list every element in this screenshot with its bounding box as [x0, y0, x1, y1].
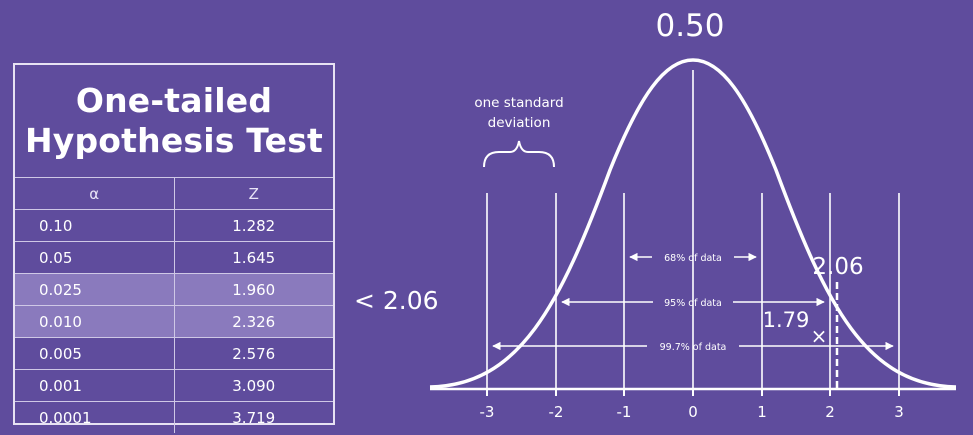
z-table: α Z 0.10 1.282 0.05 1.645 0.025 1.960 0.010… [15, 177, 333, 433]
tick-label: 3 [894, 403, 904, 421]
span-95-label: 95% of data [664, 298, 722, 309]
table-row: 0.005 2.576 [15, 337, 333, 370]
alpha-cell: 0.10 [15, 209, 175, 242]
comparison-label: < 2.06 [354, 286, 439, 315]
z-cell: 2.326 [174, 305, 333, 338]
table-row: 0.010 2.326 [15, 305, 333, 338]
alpha-cell: 0.05 [15, 241, 175, 274]
tick-label: -2 [549, 403, 564, 421]
z-cell: 3.090 [174, 369, 333, 402]
table-row: 0.05 1.645 [15, 241, 333, 274]
table-row: 0.10 1.282 [15, 209, 333, 242]
sd-brace [483, 140, 555, 168]
observed-value-label: 1.79 [763, 308, 810, 332]
z-column-header: Z [174, 177, 333, 210]
alpha-cell: 0.005 [15, 337, 175, 370]
table-header-row: α Z [15, 177, 333, 210]
sd-label-line2: deviation [488, 115, 551, 131]
alpha-cell: 0.025 [15, 273, 175, 306]
sd-lines [486, 70, 900, 388]
x-axis-ticks [486, 389, 900, 396]
z-cell: 1.960 [174, 273, 333, 306]
critical-value-label: 2.06 [812, 254, 863, 280]
z-cell: 1.282 [174, 209, 333, 242]
tick-label: -1 [617, 403, 632, 421]
sd-label-line1: one standard [474, 95, 563, 111]
table-title-line2: Hypothesis Test [24, 121, 324, 160]
table-row: 0.025 1.960 [15, 273, 333, 306]
table-row: 0.0001 3.719 [15, 401, 333, 433]
tick-label: 0 [688, 403, 698, 421]
tick-label: 2 [825, 403, 835, 421]
peak-label: 0.50 [655, 8, 724, 44]
z-table-panel: One-tailed Hypothesis Test α Z 0.10 1.282… [13, 63, 335, 433]
tick-label: -3 [480, 403, 495, 421]
table-title-line1: One-tailed [75, 81, 273, 120]
alpha-column-header: α [15, 177, 175, 210]
z-cell: 1.645 [174, 241, 333, 274]
span-68-label: 68% of data [664, 253, 722, 264]
observed-marker: × [811, 324, 828, 348]
alpha-cell: 0.010 [15, 305, 175, 338]
alpha-cell: 0.0001 [15, 401, 175, 433]
span-997-label: 99.7% of data [660, 342, 727, 353]
x-tick-labels: -3 -2 -1 0 1 2 3 [480, 403, 904, 421]
tick-label: 1 [757, 403, 767, 421]
table-row: 0.001 3.090 [15, 369, 333, 402]
z-cell: 2.576 [174, 337, 333, 370]
table-title: One-tailed Hypothesis Test [15, 65, 333, 177]
z-cell: 3.719 [174, 401, 333, 433]
alpha-cell: 0.001 [15, 369, 175, 402]
